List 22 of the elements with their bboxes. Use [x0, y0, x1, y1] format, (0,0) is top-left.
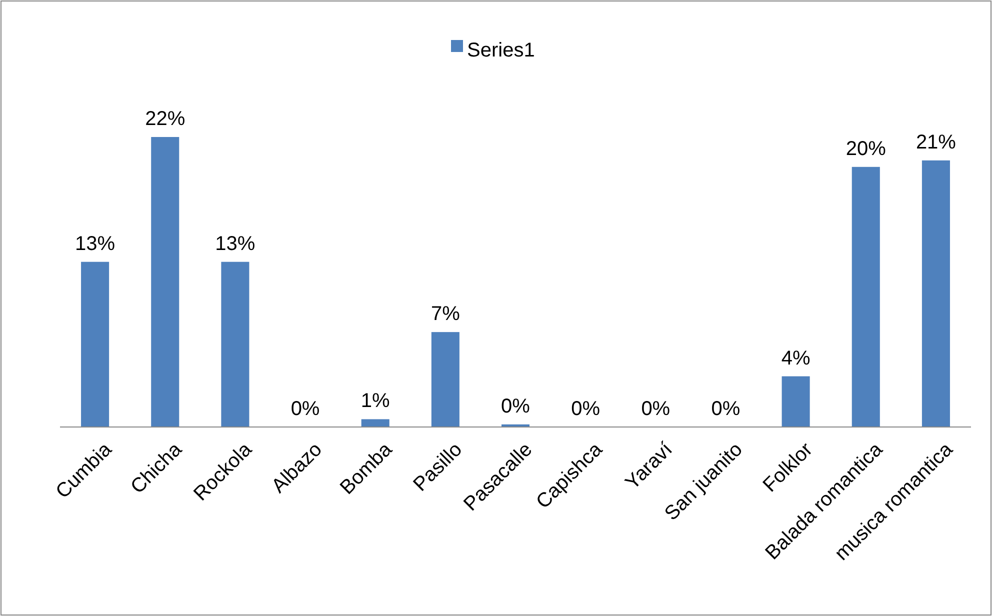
bar: [81, 262, 110, 427]
data-label: 0%: [501, 395, 530, 418]
data-label: 13%: [75, 232, 116, 255]
data-label: 0%: [571, 398, 600, 420]
data-label: 7%: [430, 303, 460, 326]
data-label: 0%: [290, 398, 320, 420]
data-label: 4%: [781, 347, 810, 370]
bar: [431, 332, 460, 427]
bar: [221, 262, 250, 427]
bar: [782, 376, 810, 427]
data-label: 0%: [641, 398, 670, 420]
data-label: 1%: [360, 390, 390, 412]
bar: [151, 137, 180, 427]
bar: [361, 419, 390, 427]
data-label: 0%: [711, 398, 740, 420]
bar: [922, 160, 950, 427]
bar: [852, 166, 880, 427]
data-label: 13%: [215, 232, 256, 255]
data-label: 21%: [916, 131, 956, 154]
legend-label: Series1: [467, 39, 535, 62]
data-label: 20%: [846, 138, 886, 160]
data-label: 22%: [145, 108, 186, 130]
